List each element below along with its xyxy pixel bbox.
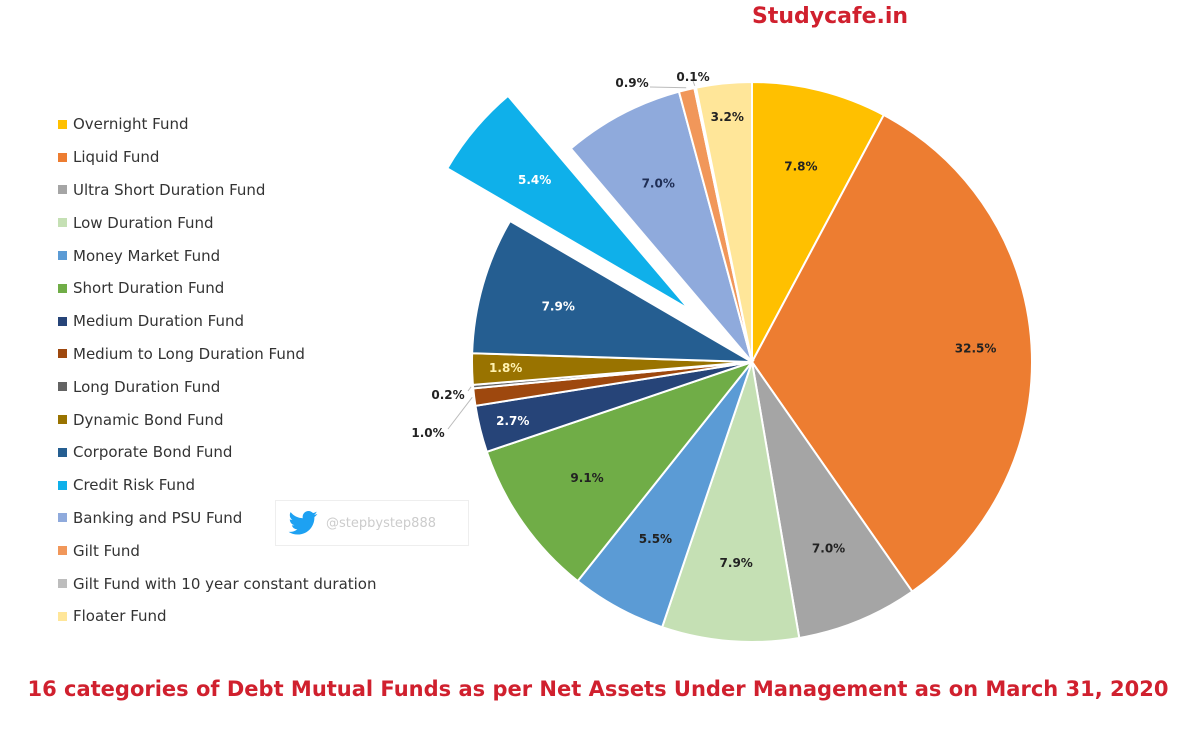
- data-label: 32.5%: [955, 342, 997, 356]
- data-label: 0.9%: [615, 76, 648, 90]
- legend-item: Corporate Bond Fund: [58, 436, 377, 469]
- legend-swatch: [58, 218, 67, 228]
- data-label: 2.7%: [496, 414, 529, 428]
- legend: Overnight Fund Liquid Fund Ultra Short Dur…: [58, 108, 377, 633]
- legend-swatch: [58, 119, 67, 129]
- legend-swatch: [58, 251, 67, 261]
- legend-label: Floater Fund: [73, 607, 167, 626]
- legend-item: Medium to Long Duration Fund: [58, 338, 377, 371]
- pie-slice: [471, 219, 753, 363]
- legend-label: Ultra Short Duration Fund: [73, 180, 266, 199]
- pie-slice: [694, 80, 753, 363]
- pie-slice: [751, 80, 886, 363]
- chart-title: 16 categories of Debt Mutual Funds as pe…: [27, 677, 1169, 701]
- legend-item: Ultra Short Duration Fund: [58, 174, 377, 207]
- legend-item: Overnight Fund: [58, 108, 377, 141]
- legend-label: Gilt Fund with 10 year constant duration: [73, 574, 377, 593]
- data-label: 0.1%: [676, 70, 709, 84]
- legend-swatch: [58, 611, 67, 621]
- legend-label: Money Market Fund: [73, 246, 221, 265]
- legend-swatch: [58, 579, 67, 589]
- legend-label: Dynamic Bond Fund: [73, 410, 224, 429]
- legend-label: Low Duration Fund: [73, 213, 214, 232]
- pie-slice: [485, 359, 755, 583]
- leader-line: [649, 86, 687, 89]
- data-label: 7.9%: [542, 299, 575, 313]
- legend-swatch: [58, 316, 67, 326]
- legend-label: Medium Duration Fund: [73, 312, 245, 331]
- legend-label: Medium to Long Duration Fund: [73, 344, 305, 363]
- leader-line: [467, 386, 472, 392]
- data-label: 3.2%: [711, 110, 744, 124]
- legend-item: Medium Duration Fund: [58, 305, 377, 338]
- data-label: 7.9%: [720, 556, 753, 570]
- data-label: 7.0%: [812, 541, 845, 555]
- pie-slice: [660, 361, 801, 643]
- legend-item: Gilt Fund: [58, 534, 377, 567]
- legend-item: Credit Risk Fund: [58, 469, 377, 502]
- legend-label: Overnight Fund: [73, 115, 189, 134]
- data-label: 5.4%: [518, 173, 551, 187]
- legend-swatch: [58, 283, 67, 293]
- legend-item: Low Duration Fund: [58, 206, 377, 239]
- legend-item: Floater Fund: [58, 600, 377, 633]
- legend-label: Liquid Fund: [73, 148, 160, 167]
- pie-slice: [751, 361, 914, 640]
- legend-item: Gilt Fund with 10 year constant duration: [58, 567, 377, 600]
- legend-label: Gilt Fund: [73, 541, 140, 560]
- leader-line: [692, 80, 696, 87]
- legend-swatch: [58, 349, 67, 359]
- legend-item: Banking and PSU Fund: [58, 502, 377, 535]
- pie-slice: [445, 94, 690, 311]
- data-label: 1.8%: [489, 361, 522, 375]
- legend-label: Long Duration Fund: [73, 377, 221, 396]
- data-label: 7.0%: [642, 177, 675, 191]
- legend-swatch: [58, 185, 67, 195]
- legend-item: Liquid Fund: [58, 141, 377, 174]
- legend-item: Money Market Fund: [58, 239, 377, 272]
- pie-slice: [569, 90, 753, 363]
- data-label: 0.2%: [431, 388, 464, 402]
- legend-label: Corporate Bond Fund: [73, 443, 233, 462]
- watermark-handle: @stepbystep888: [326, 515, 436, 531]
- legend-swatch: [58, 447, 67, 457]
- legend-label: Credit Risk Fund: [73, 476, 196, 495]
- legend-label: Banking and PSU Fund: [73, 508, 243, 527]
- data-label: 9.1%: [570, 471, 603, 485]
- legend-swatch: [58, 152, 67, 162]
- legend-swatch: [58, 480, 67, 490]
- legend-swatch: [58, 513, 67, 523]
- data-label: 1.0%: [411, 426, 444, 440]
- leader-line: [447, 397, 473, 430]
- data-label: 7.8%: [784, 159, 817, 173]
- legend-item: Long Duration Fund: [58, 370, 377, 403]
- twitter-bird-icon: [288, 511, 318, 535]
- pie-slice: [750, 113, 1033, 593]
- legend-swatch: [58, 382, 67, 392]
- legend-label: Short Duration Fund: [73, 279, 225, 298]
- legend-item: Dynamic Bond Fund: [58, 403, 377, 436]
- legend-swatch: [58, 415, 67, 425]
- brand-logo-text: Studycafe.in: [752, 4, 909, 29]
- twitter-watermark: @stepbystep888: [275, 500, 469, 546]
- legend-item: Short Duration Fund: [58, 272, 377, 305]
- data-label: 5.5%: [639, 532, 672, 546]
- legend-swatch: [58, 546, 67, 556]
